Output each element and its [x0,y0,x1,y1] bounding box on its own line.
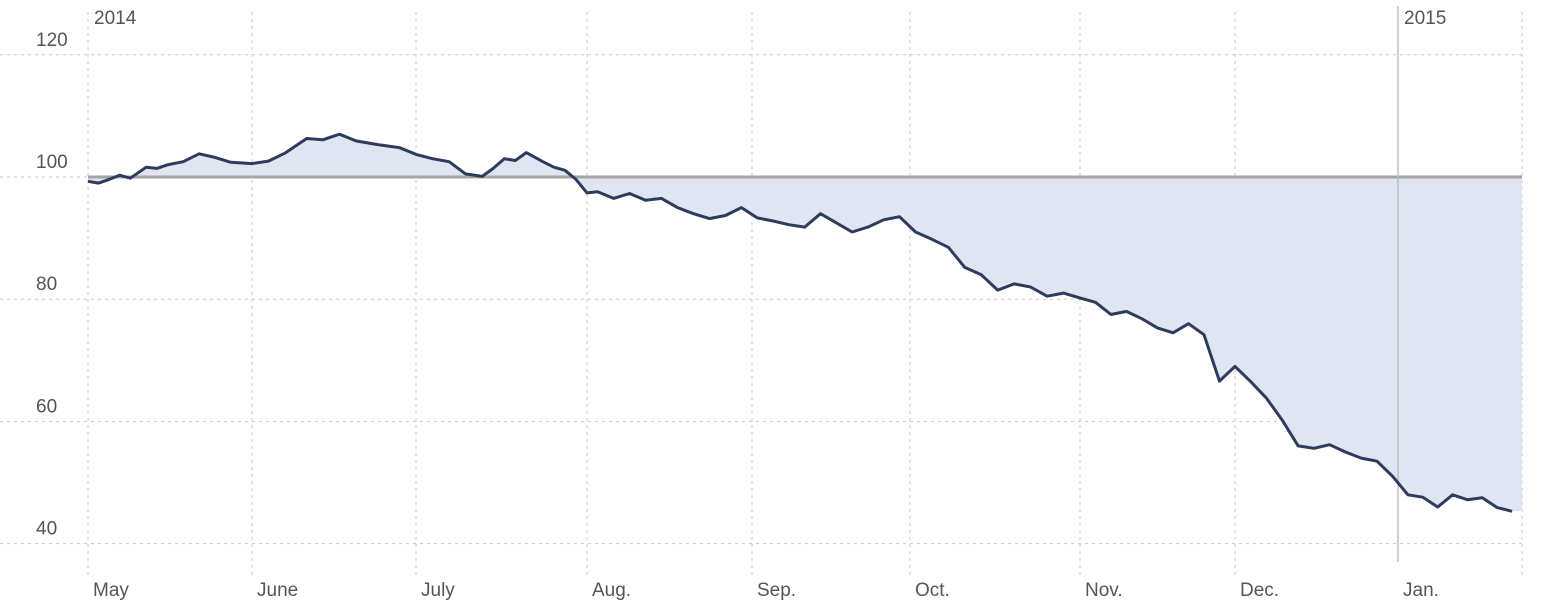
x-tick-label: Sep. [757,580,796,601]
x-tick-label: Jan. [1403,580,1439,601]
x-tick-label: May [93,580,129,601]
y-tick-label: 60 [36,396,57,417]
y-tick-label: 100 [36,152,68,173]
x-tick-label: July [421,580,455,601]
x-tick-label: Dec. [1240,580,1279,601]
y-tick-label: 40 [36,519,57,540]
area-fill-below-baseline [88,134,1522,512]
x-tick-label: Aug. [592,580,631,601]
y-tick-label: 80 [36,274,57,295]
x-tick-label: Nov. [1085,580,1123,601]
series-line [87,132,1513,513]
axis-labels: 120 100 80 60 40 May June July Aug. Sep. Oct. Nov. D… [36,8,1446,601]
year-label: 2015 [1404,8,1446,29]
year-label: 2014 [94,8,137,29]
x-tick-label: June [257,580,298,601]
x-tick-label: Oct. [915,580,950,601]
y-tick-label: 120 [36,30,68,51]
